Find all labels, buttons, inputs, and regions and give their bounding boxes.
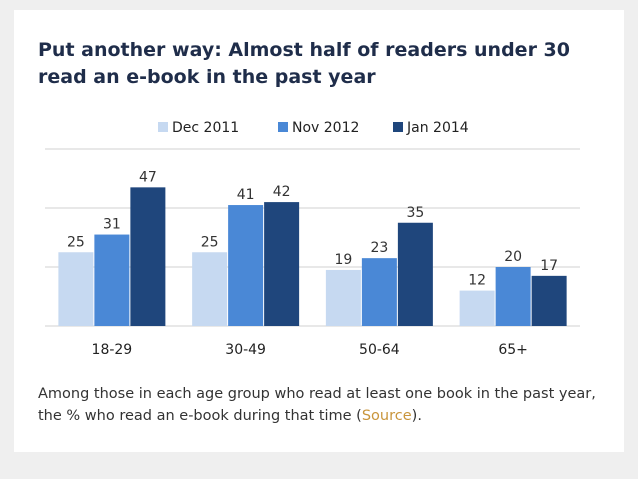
legend-swatch <box>158 122 168 132</box>
caption-text: ). <box>411 408 422 424</box>
data-label: 25 <box>67 234 85 250</box>
bar <box>325 269 361 326</box>
bar <box>94 234 130 326</box>
bar <box>130 187 166 326</box>
x-tick-label: 18-29 <box>92 342 133 358</box>
caption: Among those in each age group who read a… <box>38 383 598 427</box>
data-label: 47 <box>139 169 157 185</box>
bar <box>192 252 228 326</box>
slide: Put another way: Almost half of readers … <box>14 10 624 452</box>
bar <box>264 202 300 326</box>
x-tick-label: 65+ <box>498 342 528 358</box>
data-label: 17 <box>540 258 558 274</box>
bar <box>58 252 94 326</box>
caption-text: Among those in each age group who read a… <box>38 386 596 424</box>
bar <box>531 275 567 326</box>
data-label: 31 <box>103 217 121 233</box>
source-link[interactable]: Source <box>361 408 412 424</box>
chart-title: Put another way: Almost half of readers … <box>38 39 570 88</box>
legend-label: Nov 2012 <box>292 120 359 136</box>
data-label: 25 <box>201 234 219 250</box>
data-label: 23 <box>370 240 388 256</box>
legend-label: Dec 2011 <box>172 120 239 136</box>
data-label: 41 <box>237 187 255 203</box>
data-label: 42 <box>273 184 291 200</box>
bar <box>361 258 397 326</box>
data-label: 12 <box>468 273 486 289</box>
legend-swatch <box>278 122 288 132</box>
legend-swatch <box>393 122 403 132</box>
data-label: 19 <box>334 252 352 268</box>
bar <box>397 222 433 326</box>
bar <box>228 205 264 326</box>
bar <box>459 290 495 326</box>
x-tick-label: 30-49 <box>225 342 266 358</box>
bar <box>495 267 531 326</box>
legend-label: Jan 2014 <box>406 120 469 136</box>
data-label: 35 <box>406 205 424 221</box>
x-tick-label: 50-64 <box>359 342 400 358</box>
data-label: 20 <box>504 249 522 265</box>
